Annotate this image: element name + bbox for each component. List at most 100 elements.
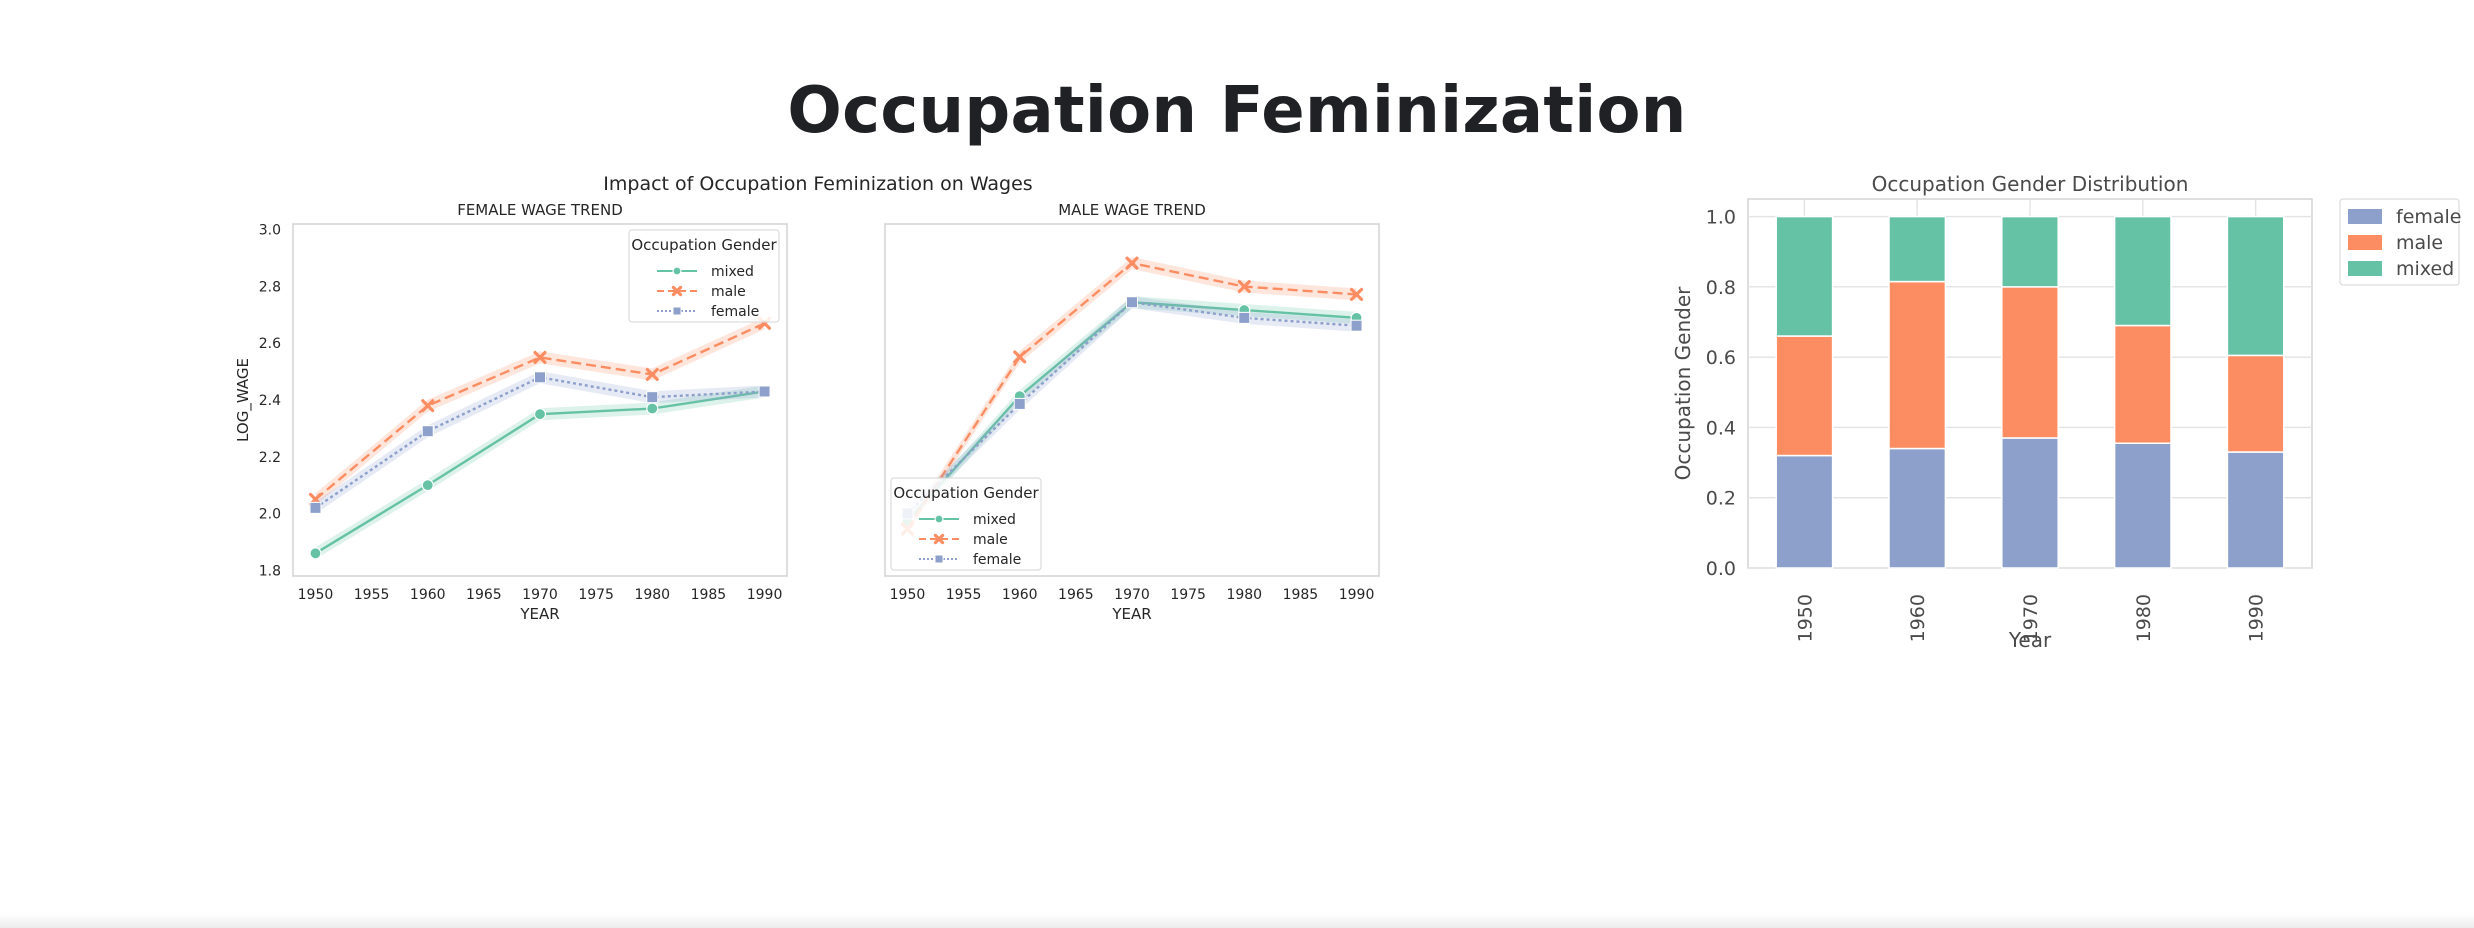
y-tick-label: 0.8 xyxy=(1706,277,1736,299)
x-tick-label: 1960 xyxy=(410,587,446,603)
data-point-female xyxy=(758,385,771,398)
data-point-female xyxy=(1238,311,1251,324)
legend-entry: female xyxy=(711,304,759,320)
legend-entry: male xyxy=(973,532,1008,548)
data-point-male xyxy=(533,350,547,364)
x-tick-label: 1990 xyxy=(747,587,783,603)
data-point-female xyxy=(1350,319,1363,332)
x-tick-label: 1980 xyxy=(2133,594,2155,642)
legend: Occupation Gender mixed male female xyxy=(628,229,780,323)
data-point-male xyxy=(421,399,435,413)
y-tick-label: 0.2 xyxy=(1706,488,1736,510)
wage-figure-suptitle: Impact of Occupation Feminization on Wag… xyxy=(603,173,1032,195)
ci-band-male xyxy=(315,317,765,506)
legend: female male mixed xyxy=(2339,198,2462,286)
legend-title: Occupation Gender xyxy=(631,236,777,254)
x-tick-label: 1970 xyxy=(522,587,558,603)
data-point-male xyxy=(1125,256,1139,270)
legend-entry: female xyxy=(2396,206,2462,228)
legend-frame xyxy=(628,229,780,323)
data-point-mixed xyxy=(533,408,547,421)
x-tick-label: 1965 xyxy=(1058,587,1094,603)
data-point-male xyxy=(1237,280,1251,294)
bar-segment-mixed xyxy=(1775,215,1834,337)
x-tick-label: 1975 xyxy=(1170,587,1206,603)
data-point-female xyxy=(1126,296,1138,309)
bar-segment-mixed xyxy=(2001,215,2059,288)
chart-title: Occupation Gender Distribution xyxy=(1872,172,2189,196)
legend-swatch xyxy=(2348,235,2382,250)
legend-title: Occupation Gender xyxy=(893,484,1039,502)
x-tick-label: 1985 xyxy=(1283,587,1319,603)
x-tick-label: 1950 xyxy=(298,587,334,603)
bar-segment-mixed xyxy=(1888,215,1947,283)
ci-band-female xyxy=(907,296,1357,520)
bar-segment-female xyxy=(1888,447,1947,569)
y-axis-label: Occupation Gender xyxy=(1671,286,1695,481)
chart-title: MALE WAGE TREND xyxy=(1058,201,1206,219)
page-title: Occupation Feminization xyxy=(787,74,1687,148)
bar-segment-male xyxy=(1775,335,1834,457)
legend-marker xyxy=(672,306,682,316)
legend-frame xyxy=(890,477,1042,571)
data-point-mixed xyxy=(421,479,434,492)
x-tick-label: 1970 xyxy=(1114,587,1150,603)
y-tick-label: 1.0 xyxy=(1706,207,1736,229)
legend-swatch xyxy=(2348,209,2382,224)
x-tick-label: 1965 xyxy=(466,587,502,603)
x-tick-label: 1950 xyxy=(1794,594,1816,642)
x-tick-label: 1955 xyxy=(946,587,982,603)
bar-segment-mixed xyxy=(2226,215,2285,357)
x-tick-label: 1990 xyxy=(2246,594,2268,642)
bar-segment-male xyxy=(2001,286,2059,439)
legend-marker xyxy=(672,266,682,276)
data-point-female xyxy=(646,391,659,404)
x-tick-label: 1955 xyxy=(354,587,390,603)
legend-swatch xyxy=(2348,261,2382,276)
y-tick-label: 0.0 xyxy=(1706,558,1736,580)
x-axis-label: YEAR xyxy=(1111,605,1151,623)
ci-band-mixed xyxy=(315,385,765,560)
legend-entry: mixed xyxy=(973,512,1016,528)
bar-segment-mixed xyxy=(2113,215,2172,327)
x-tick-label: 1990 xyxy=(1339,587,1375,603)
y-tick-label: 2.6 xyxy=(259,336,281,352)
legend-entry: male xyxy=(2396,232,2443,254)
x-tick-label: 1985 xyxy=(691,587,727,603)
data-point-male xyxy=(645,367,659,382)
bar-segment-female xyxy=(1775,454,1834,569)
female-wage-trend-chart: FEMALE WAGE TREND 1950 1955 1960 1965 1970 197… xyxy=(234,201,788,623)
data-point-male xyxy=(1350,287,1364,301)
window-bottom-edge xyxy=(0,914,2474,928)
legend-entry: male xyxy=(711,284,746,300)
data-point-female xyxy=(421,425,434,438)
data-point-female xyxy=(1013,397,1026,410)
x-tick-label: 1960 xyxy=(1907,594,1929,642)
legend: Occupation Gender mixed male female xyxy=(890,477,1042,571)
data-point-male xyxy=(1013,350,1027,364)
data-point-mixed xyxy=(309,547,322,560)
y-tick-label: 2.0 xyxy=(259,507,281,523)
legend-entry: mixed xyxy=(711,264,754,280)
bar-segment-male xyxy=(2226,354,2285,453)
ci-band-mixed xyxy=(907,296,1357,528)
legend-entry: female xyxy=(973,552,1021,568)
series-line-male xyxy=(314,322,766,501)
y-tick-label: 2.8 xyxy=(259,279,281,295)
male-wage-trend-chart: MALE WAGE TREND 1950 1955 1960 1965 1970 1975 1… xyxy=(884,201,1380,623)
y-axis-label: LOG_WAGE xyxy=(234,358,253,442)
legend-marker xyxy=(671,285,683,297)
y-tick-label: 2.4 xyxy=(259,393,281,409)
x-tick-label: 1950 xyxy=(890,587,926,603)
y-tick-label: 2.2 xyxy=(259,450,281,466)
x-tick-label: 1960 xyxy=(1002,587,1038,603)
x-tick-label: 1980 xyxy=(1226,587,1262,603)
chart-title: FEMALE WAGE TREND xyxy=(457,201,623,219)
bar-segment-female xyxy=(2226,451,2285,569)
bar-segment-female xyxy=(2113,442,2172,569)
legend-marker xyxy=(934,554,944,564)
y-tick-label: 0.6 xyxy=(1706,347,1736,369)
x-tick-label: 1975 xyxy=(578,587,614,603)
data-point-female xyxy=(534,371,546,384)
